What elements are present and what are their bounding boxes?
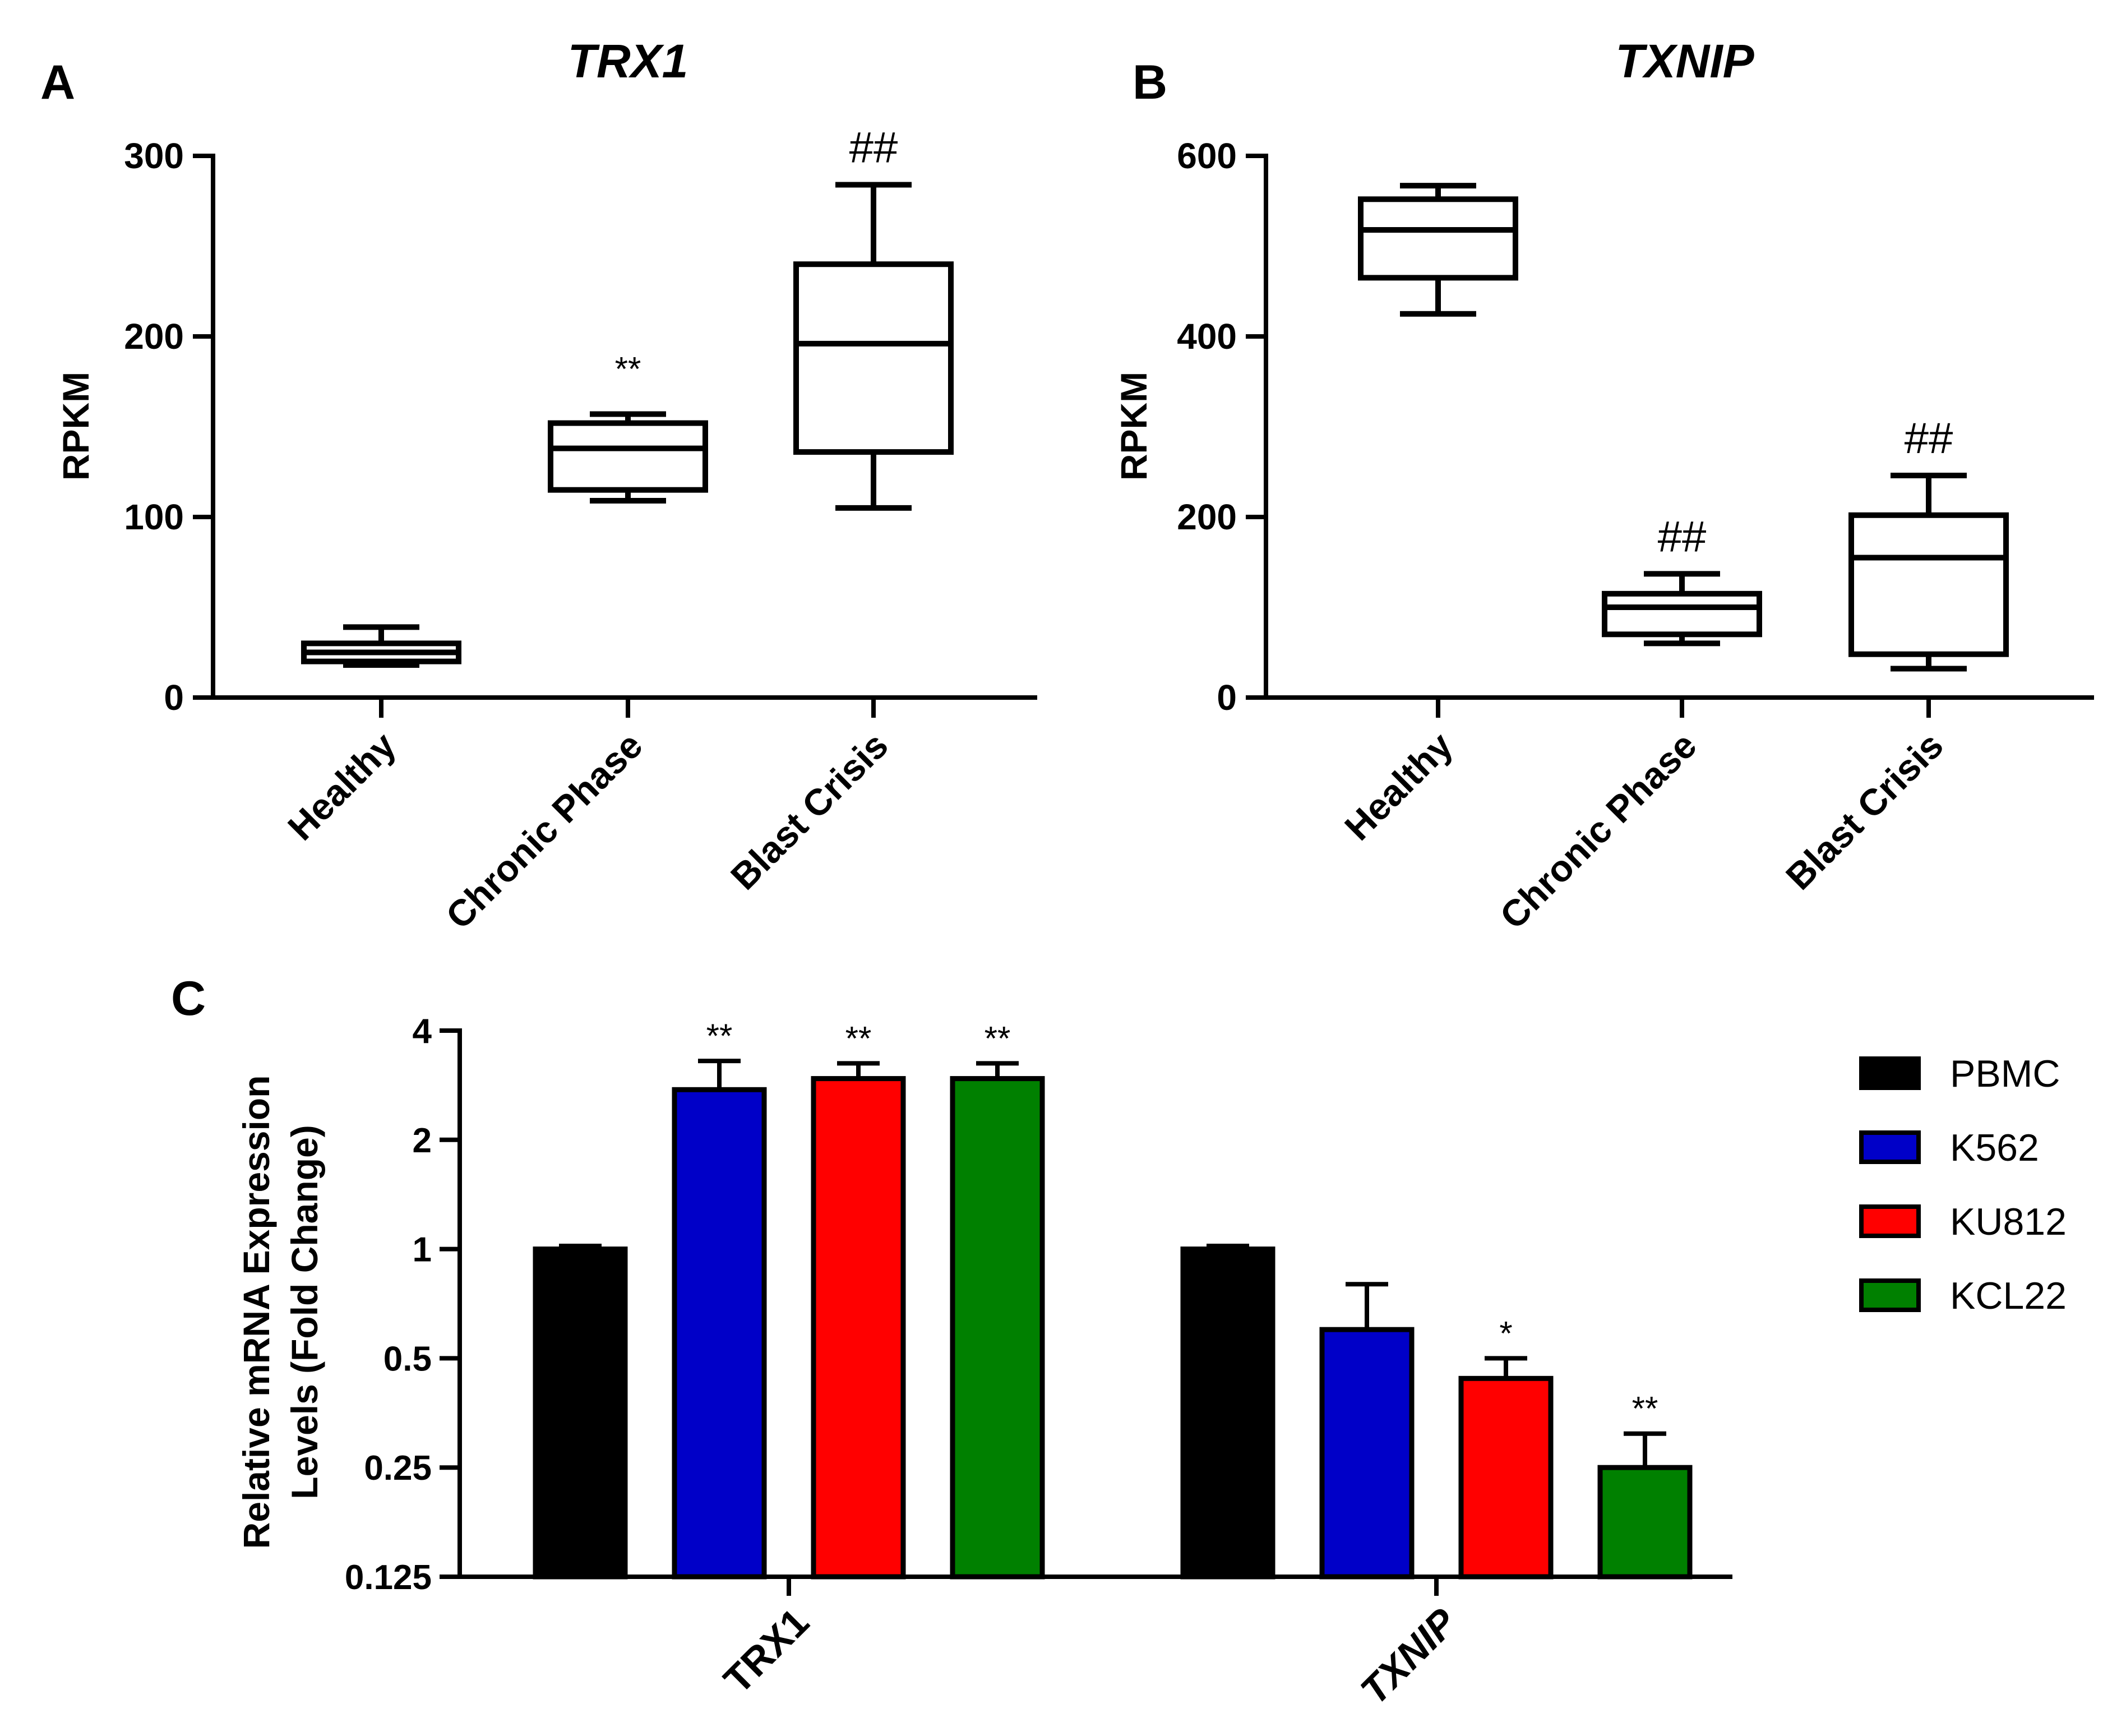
panel-c-significance-label: ** <box>985 1019 1011 1057</box>
panel-b-box <box>1848 512 2009 657</box>
panel-c-y-tick-label: 2 <box>413 1121 432 1160</box>
panel-c-bar-kcl22 <box>950 1076 1045 1580</box>
panel-a-significance-label: ## <box>849 123 898 172</box>
panel-a-y-tick-label: 200 <box>124 316 184 357</box>
panel-c-significance-label: ** <box>845 1019 872 1057</box>
panel-c-bar-kcl22 <box>1597 1465 1693 1580</box>
panel-label-a: A <box>40 56 75 109</box>
panel-b-chart: TXNIP RPKM 0 200 400 600 Healthy ## Chronic Ph… <box>1113 35 2094 937</box>
panel-a-significance-label: ** <box>615 350 641 387</box>
panel-c-significance-label: ** <box>1632 1390 1658 1428</box>
panel-b-ylabel: RPKM <box>1113 372 1154 481</box>
panel-c-legend-swatch-kcl22 <box>1859 1278 1921 1312</box>
panel-c-legend-swatch-ku812 <box>1859 1204 1921 1238</box>
panel-c-x-tick-label: TRX1 <box>715 1600 817 1702</box>
panel-c-ylabel-line1: Relative mRNA Expression <box>235 1075 277 1549</box>
panel-c-y-tick-label: 0.25 <box>364 1449 432 1488</box>
panel-b-box <box>1602 590 1762 638</box>
panel-c-significance-label: * <box>1499 1314 1512 1352</box>
panel-a-y-tick-label: 0 <box>164 677 184 718</box>
panel-c-legend-swatch-k562 <box>1859 1130 1921 1164</box>
panel-c-y-tick-label: 1 <box>413 1231 432 1269</box>
panel-a-box <box>793 261 954 455</box>
panel-b-title: TXNIP <box>1615 35 1754 87</box>
panel-c-bar-ku812 <box>811 1076 906 1580</box>
panel-a-title: TRX1 <box>568 35 688 87</box>
panel-label-c: C <box>171 972 206 1026</box>
panel-c-y-tick-label: 0.5 <box>383 1340 432 1378</box>
panel-b-y-tick-label: 400 <box>1177 316 1237 357</box>
panel-b-significance-label: ## <box>1905 413 1953 463</box>
panel-c-bar-pbmc <box>533 1246 628 1580</box>
panel-a-box <box>548 420 708 493</box>
panel-c-y-tick-label: 4 <box>413 1012 432 1051</box>
panel-c-legend-label-ku812: KU812 <box>1950 1201 2067 1243</box>
panel-c-bar-ku812 <box>1458 1375 1554 1580</box>
panel-b-x-tick-label: Chronic Phase <box>1492 724 1704 937</box>
panel-b-x-tick-label: Healthy <box>1337 724 1461 848</box>
panel-c-x-tick-label: TXNIP <box>1352 1600 1465 1712</box>
panel-b-y-tick-label: 0 <box>1217 677 1237 718</box>
panel-a-ylabel: RPKM <box>55 372 96 481</box>
panel-c-y-tick-label: 0.125 <box>345 1558 432 1597</box>
panel-c-chart: Relative mRNA Expression Levels (Fold Ch… <box>235 1012 2067 1712</box>
panel-a-x-tick-label: Healthy <box>280 724 404 848</box>
panel-a-y-tick-label: 300 <box>124 136 184 176</box>
panel-c-bar-k562 <box>1319 1327 1415 1580</box>
panel-a-y-tick-label: 100 <box>124 497 184 537</box>
panel-c-legend-label-pbmc: PBMC <box>1950 1052 2060 1095</box>
panel-c-bar-pbmc <box>1180 1246 1275 1580</box>
panel-b-x-tick-label: Blast Crisis <box>1778 724 1951 898</box>
panel-b-box <box>1358 196 1518 281</box>
panel-c-legend-label-kcl22: KCL22 <box>1950 1275 2067 1317</box>
panel-label-b: B <box>1133 56 1167 109</box>
panel-c-legend-label-k562: K562 <box>1950 1126 2039 1169</box>
panel-a-x-tick-label: Blast Crisis <box>723 724 896 898</box>
panel-c-significance-label: ** <box>706 1017 733 1055</box>
panel-b-y-tick-label: 200 <box>1177 497 1237 537</box>
panel-b-significance-label: ## <box>1658 511 1707 561</box>
panel-a-chart: TRX1 RPKM 0 100 200 300 Healthy ** Chronic Pha… <box>55 35 1037 937</box>
panel-a-x-tick-label: Chronic Phase <box>438 724 650 937</box>
panel-c-legend-swatch-pbmc <box>1859 1056 1921 1090</box>
panel-c-bar-k562 <box>672 1087 767 1580</box>
panel-b-y-tick-label: 600 <box>1177 136 1237 176</box>
panel-c-ylabel-line2: Levels (Fold Change) <box>284 1125 325 1499</box>
